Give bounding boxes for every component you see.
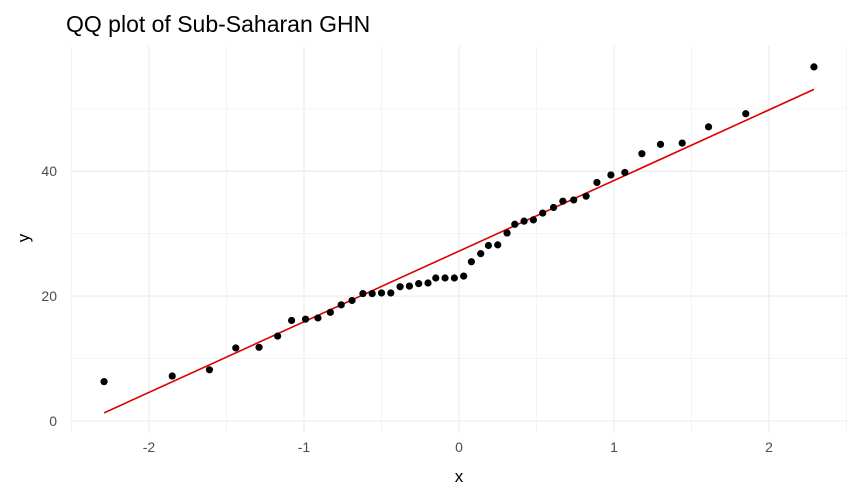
data-point bbox=[432, 274, 440, 282]
data-point bbox=[460, 272, 468, 280]
data-point bbox=[570, 196, 578, 204]
data-point bbox=[539, 209, 547, 217]
data-point bbox=[638, 150, 646, 158]
chart-title: QQ plot of Sub-Saharan GHN bbox=[66, 11, 370, 37]
data-point bbox=[810, 63, 818, 71]
y-tick-label: 0 bbox=[49, 413, 57, 429]
data-points bbox=[100, 63, 818, 386]
data-point bbox=[387, 289, 395, 297]
x-tick-label: 0 bbox=[455, 439, 463, 455]
y-tick-labels: 0 20 40 bbox=[41, 163, 57, 429]
data-point bbox=[396, 283, 404, 291]
data-point bbox=[377, 289, 386, 297]
x-tick-labels: -2 -1 0 1 2 bbox=[143, 439, 773, 455]
data-point bbox=[742, 110, 750, 118]
x-axis-label: x bbox=[455, 467, 464, 486]
data-point bbox=[359, 290, 367, 298]
data-point bbox=[441, 274, 449, 282]
data-point bbox=[326, 308, 334, 316]
data-point bbox=[288, 316, 296, 325]
data-point bbox=[621, 168, 629, 177]
data-point bbox=[593, 178, 601, 187]
data-point bbox=[405, 282, 413, 290]
data-point bbox=[503, 229, 511, 237]
data-point bbox=[704, 123, 713, 131]
data-point bbox=[559, 197, 567, 205]
data-point bbox=[424, 279, 432, 287]
data-point bbox=[301, 315, 310, 323]
data-point bbox=[549, 203, 558, 212]
data-point bbox=[274, 332, 282, 340]
data-point bbox=[656, 140, 665, 148]
data-point bbox=[337, 301, 345, 309]
data-point bbox=[232, 344, 240, 352]
data-point bbox=[348, 296, 356, 305]
grid-major bbox=[70, 46, 847, 433]
y-tick-label: 40 bbox=[41, 163, 57, 179]
data-point bbox=[168, 372, 176, 380]
x-tick-label: 1 bbox=[610, 439, 618, 455]
data-point bbox=[678, 139, 686, 147]
data-point bbox=[607, 171, 615, 179]
data-point bbox=[368, 290, 376, 298]
data-point bbox=[450, 274, 458, 282]
y-axis-label: y bbox=[14, 233, 33, 242]
x-tick-label: -1 bbox=[298, 439, 311, 455]
data-point bbox=[100, 378, 108, 386]
data-point bbox=[494, 241, 502, 249]
data-point bbox=[467, 258, 475, 266]
data-point bbox=[520, 217, 528, 225]
x-tick-label: 2 bbox=[765, 439, 773, 455]
data-point bbox=[511, 220, 519, 228]
data-point bbox=[529, 216, 538, 224]
y-tick-label: 20 bbox=[41, 288, 57, 304]
data-point bbox=[582, 192, 590, 200]
x-tick-label: -2 bbox=[143, 439, 156, 455]
data-point bbox=[477, 250, 485, 258]
data-point bbox=[415, 280, 423, 288]
data-point bbox=[205, 366, 214, 374]
reference-line bbox=[103, 88, 815, 414]
data-point bbox=[255, 343, 263, 351]
data-point bbox=[484, 241, 493, 250]
data-point bbox=[314, 314, 322, 322]
